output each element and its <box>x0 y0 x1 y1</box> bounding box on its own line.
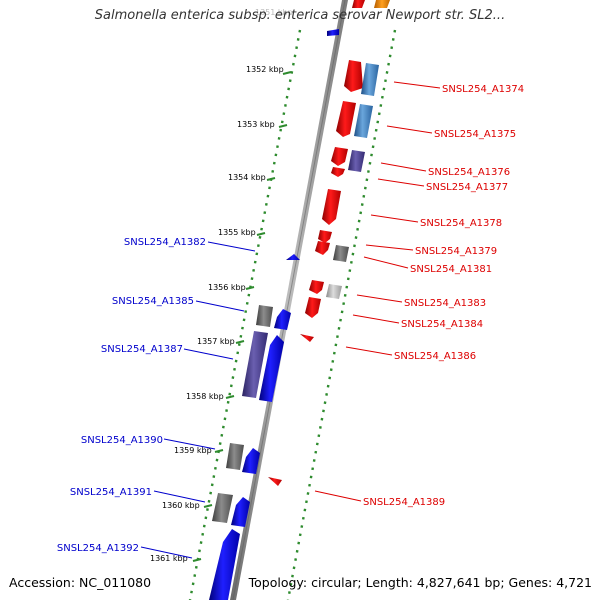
leader-line-a1377 <box>377 178 425 187</box>
gene-label-a1385[interactable]: SNSL254_A1385 <box>112 296 194 307</box>
gene-feature-a1382[interactable] <box>286 254 300 260</box>
gene-feature-a1378[interactable] <box>322 189 341 225</box>
gene-feature-a1390[interactable] <box>242 448 260 474</box>
leader-line-a1375 <box>386 125 433 134</box>
forward-strand-features <box>268 0 390 486</box>
cds-feature-a1381[interactable] <box>333 245 349 262</box>
leader-line-a1378 <box>370 214 419 223</box>
cds-feature-a1383[interactable] <box>326 284 342 299</box>
leader-line-a1376 <box>380 162 427 172</box>
ruler-tick-1361 <box>192 558 202 562</box>
gene-feature-a1374[interactable] <box>344 60 363 92</box>
cds-feature-a1374[interactable] <box>361 63 379 96</box>
cds-feature-a1391[interactable] <box>212 493 233 523</box>
ruler-label-1353: 1353 kbp <box>237 120 275 129</box>
leader-line-a1382 <box>207 241 256 252</box>
leader-line-a1381 <box>363 256 409 269</box>
gene-label-a1391[interactable]: SNSL254_A1391 <box>70 487 152 498</box>
ruler-tick-1360 <box>203 504 213 508</box>
ruler-label-1356: 1356 kbp <box>208 283 246 292</box>
ruler-tick-group <box>192 71 292 562</box>
leader-line-a1390 <box>163 438 216 450</box>
gene-label-a1378[interactable]: SNSL254_A1378 <box>420 218 502 229</box>
ruler-tick-1359 <box>214 449 224 453</box>
gene-feature-a1389[interactable] <box>268 477 282 486</box>
gene-feature-a1377[interactable] <box>331 167 345 177</box>
leader-line-a1391 <box>153 490 206 503</box>
leader-line-a1392 <box>140 546 193 559</box>
leader-line-a1379 <box>365 244 414 251</box>
leader-line-a1389 <box>314 490 362 502</box>
gene-feature-top-orange[interactable] <box>374 0 390 8</box>
forward-leader-lines <box>314 81 441 502</box>
gene-label-a1383[interactable]: SNSL254_A1383 <box>404 298 486 309</box>
gene-label-a1381[interactable]: SNSL254_A1381 <box>410 264 492 275</box>
leader-line-a1384 <box>352 314 400 324</box>
cds-feature-a1375[interactable] <box>354 104 373 138</box>
cds-feature-a1387[interactable] <box>242 331 268 398</box>
leader-line-a1386 <box>345 346 393 356</box>
ruler-label-1352: 1352 kbp <box>246 65 284 74</box>
genome-backbone-outline <box>232 0 346 600</box>
gene-label-a1374[interactable]: SNSL254_A1374 <box>442 84 524 95</box>
cds-feature-a1376[interactable] <box>348 150 365 172</box>
gene-label-a1387[interactable]: SNSL254_A1387 <box>101 344 183 355</box>
ruler-label-1351: 1351 kbp <box>255 8 293 17</box>
cds-feature-a1385[interactable] <box>256 305 273 327</box>
ruler-tick-1355 <box>256 232 266 236</box>
gene-label-a1379[interactable]: SNSL254_A1379 <box>415 246 497 257</box>
gene-label-a1384[interactable]: SNSL254_A1384 <box>401 319 483 330</box>
ruler-tick-1352 <box>282 71 292 75</box>
gene-label-a1376[interactable]: SNSL254_A1376 <box>428 167 510 178</box>
gene-feature-a1391[interactable] <box>231 497 250 527</box>
gene-feature-a1375[interactable] <box>336 101 356 137</box>
leader-line-a1385 <box>195 300 245 312</box>
gene-feature-a1379b[interactable] <box>315 241 330 255</box>
gene-label-a1375[interactable]: SNSL254_A1375 <box>434 129 516 140</box>
ruler-label-1355: 1355 kbp <box>218 228 256 237</box>
reverse-strand-features <box>209 29 339 600</box>
ruler-tick-1357 <box>235 340 245 344</box>
topology-text: Topology: circular; Length: 4,827,641 bp… <box>248 575 592 590</box>
ruler-label-1361: 1361 kbp <box>150 554 188 563</box>
leader-line-a1387 <box>183 348 234 360</box>
gene-feature-top-red[interactable] <box>352 0 365 8</box>
gene-feature-a1387[interactable] <box>259 335 284 402</box>
ruler-label-1358: 1358 kbp <box>186 392 224 401</box>
gene-label-a1377[interactable]: SNSL254_A1377 <box>426 182 508 193</box>
leader-line-a1383 <box>356 294 403 303</box>
ruler-label-1360: 1360 kbp <box>162 501 200 510</box>
ruler-label-1357: 1357 kbp <box>197 337 235 346</box>
gene-feature-a1384[interactable] <box>305 297 321 318</box>
gene-feature-a1392[interactable] <box>209 529 240 600</box>
gene-label-a1390[interactable]: SNSL254_A1390 <box>81 435 163 446</box>
gene-label-a1389[interactable]: SNSL254_A1389 <box>363 497 445 508</box>
accession-text: Accession: NC_011080 <box>9 575 152 590</box>
cds-feature-a1390[interactable] <box>226 443 244 470</box>
gene-feature-top-blue[interactable] <box>327 29 339 36</box>
gene-feature-a1386[interactable] <box>300 334 314 342</box>
gene-label-a1386[interactable]: SNSL254_A1386 <box>394 351 476 362</box>
reverse-leader-lines <box>140 241 256 559</box>
ruler-label-1359: 1359 kbp <box>174 446 212 455</box>
gene-feature-a1383[interactable] <box>309 280 324 294</box>
ruler-tick-1356 <box>245 286 255 290</box>
gene-feature-a1385[interactable] <box>274 309 291 330</box>
gene-label-a1392[interactable]: SNSL254_A1392 <box>57 543 139 554</box>
ruler-label-1354: 1354 kbp <box>228 173 266 182</box>
gene-feature-a1376[interactable] <box>331 147 348 166</box>
leader-line-a1374 <box>393 81 441 89</box>
ruler-tick-1358 <box>225 395 235 399</box>
ruler-tick-1353 <box>278 124 288 128</box>
genome-title: Salmonella enterica subsp. enterica sero… <box>94 8 506 23</box>
gene-label-a1382[interactable]: SNSL254_A1382 <box>124 237 206 248</box>
ruler-tick-1354 <box>266 177 276 181</box>
gene-feature-a1379a[interactable] <box>318 230 332 243</box>
